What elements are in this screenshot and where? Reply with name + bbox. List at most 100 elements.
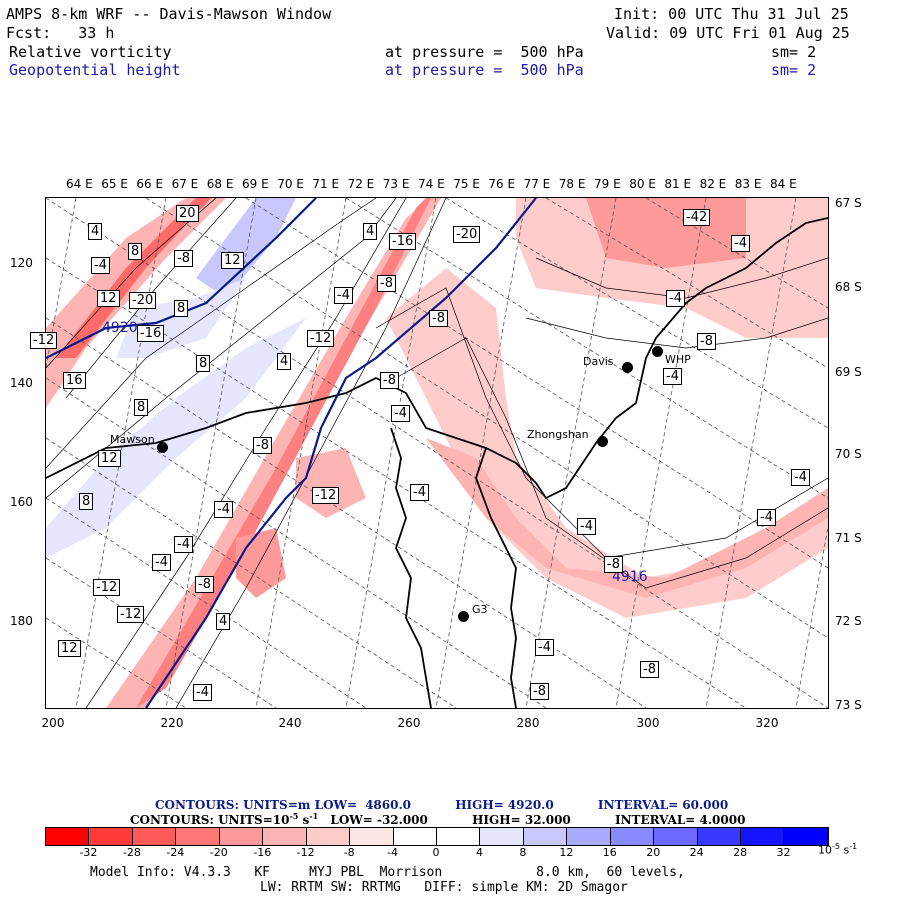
colorbar-tick-label: 8 (519, 846, 527, 859)
lon-label: 66 E (136, 177, 164, 191)
graticule (46, 198, 828, 708)
lon-label: 78 E (558, 177, 586, 191)
vorticity-value-label: -20 (453, 226, 481, 243)
vorticity-value-label: -4 (663, 368, 682, 385)
lon-label: 80 E (629, 177, 656, 191)
vorticity-value-label: -12 (30, 332, 58, 349)
vorticity-value-label: -12 (93, 579, 121, 596)
vort-unit-exp: -5 (289, 811, 299, 821)
colorbar-tick-label: 20 (646, 846, 661, 859)
x-tick-label: 300 (636, 716, 660, 730)
lon-label: 72 E (347, 177, 375, 191)
lat-label: 68 S (835, 280, 862, 294)
lon-label: 71 E (312, 177, 340, 191)
colorbar-swatch (132, 828, 177, 845)
colorbar-swatch (176, 828, 220, 845)
colorbar-tick-label: 4 (475, 846, 483, 859)
negative-vorticity-shading (46, 198, 828, 708)
y-tick-label: 180 (10, 614, 33, 628)
colorbar-tick-label: 12 (559, 846, 574, 859)
forecast-hour: Fcst: 33 h (6, 24, 115, 42)
vorticity-value-label: -8 (530, 683, 549, 700)
vort-low: LOW= -32.000 (330, 813, 428, 827)
field2-smoothing: sm= 2 (771, 61, 817, 79)
vorticity-value-label: -4 (757, 509, 776, 526)
zhongshan-station-marker (597, 436, 608, 447)
vorticity-value-label: -8 (697, 333, 716, 350)
colorbar-tick-label: -4 (387, 846, 399, 859)
x-tick-label: 220 (160, 716, 184, 730)
colorbar-swatch (784, 828, 828, 845)
colorbar-tick-label: -28 (122, 846, 141, 859)
colorbar-swatch (654, 828, 698, 845)
vort-interval: INTERVAL= 4.0000 (614, 813, 746, 827)
colorbar-swatch (393, 828, 437, 845)
vort-contour-prefix: CONTOURS: UNITS=10 (130, 813, 290, 827)
height-label-4920: 4920 (102, 320, 138, 336)
lon-label: 82 E (699, 177, 727, 191)
vorticity-value-label: -42 (683, 209, 711, 226)
lon-label: 76 E (488, 177, 516, 191)
lon-label: 79 E (594, 177, 621, 191)
vorticity-value-label: 12 (97, 290, 120, 307)
lon-label: 69 E (242, 177, 269, 191)
colorbar-tick-label: 16 (602, 846, 617, 859)
colorbar-units: 10-5 s-1 (818, 842, 857, 857)
x-tick-label: 260 (397, 716, 421, 730)
vorticity-value-label: -8 (604, 556, 623, 573)
lon-label: 65 E (101, 177, 128, 191)
vorticity-value-label: 8 (134, 399, 149, 416)
map-title: AMPS 8-km WRF -- Davis-Mawson Window (6, 5, 332, 23)
colorbar-units-s-exp: -1 (849, 842, 858, 851)
colorbar-swatch (263, 828, 307, 845)
height-contour-prefix: CONTOURS: UNITS=m LOW= (155, 798, 358, 812)
vorticity-value-label: -12 (312, 487, 340, 504)
vorticity-value-label: -4 (410, 484, 429, 501)
height-low: 4860.0 (365, 798, 411, 812)
field1-level: at pressure = 500 hPa (385, 43, 584, 61)
x-tick-label: 200 (41, 716, 65, 730)
colorbar-swatch (306, 828, 351, 845)
field1-smoothing: sm= 2 (771, 43, 817, 61)
height-contour-info: CONTOURS: UNITS=m LOW= 4860.0 HIGH= 4920.0… (155, 798, 728, 812)
vorticity-value-label: -4 (535, 639, 554, 656)
colorbar-swatch (697, 828, 741, 845)
vorticity-value-label: -16 (389, 233, 417, 250)
vorticity-value-label: -4 (214, 501, 233, 518)
vort-high: HIGH= 32.000 (472, 813, 571, 827)
field2-level: at pressure = 500 hPa (385, 61, 584, 79)
lat-label: 72 S (835, 614, 862, 628)
whp-label: WHP (665, 353, 691, 366)
vorticity-value-label: -20 (129, 292, 157, 309)
mawson-station-marker (157, 442, 168, 453)
vorticity-value-label: -4 (193, 684, 212, 701)
model-info-line1: Model Info: V4.3.3 KF MYJ PBL Morrison 8… (90, 865, 685, 880)
height-high-label: HIGH= (455, 798, 504, 812)
map-canvas (46, 198, 828, 708)
colorbar-tick-label: -12 (296, 846, 315, 859)
colorbar-tick-label: 28 (733, 846, 748, 859)
lon-label: 67 E (171, 177, 199, 191)
vorticity-value-label: 4 (277, 353, 292, 370)
x-tick-label: 280 (516, 716, 540, 730)
y-tick-label: 140 (10, 376, 33, 390)
g3-station-marker (458, 611, 469, 622)
lon-label: 68 E (206, 177, 234, 191)
vorticity-value-label: -12 (117, 606, 145, 623)
lon-label: 84 E (770, 177, 797, 191)
vort-unit-s-exp: -1 (309, 811, 319, 821)
whp-station-marker (652, 346, 663, 357)
vorticity-value-label: -4 (666, 290, 685, 307)
vorticity-value-label: 8 (128, 243, 143, 260)
colorbar-tick-label: -8 (343, 846, 355, 859)
vorticity-value-label: -4 (791, 469, 810, 486)
davis-label: Davis (583, 355, 614, 368)
lon-label: 75 E (453, 177, 480, 191)
lon-label: 73 E (382, 177, 410, 191)
colorbar-units-s: s (839, 843, 850, 857)
vorticity-value-label: 12 (221, 252, 244, 269)
vorticity-value-label: -12 (307, 330, 335, 347)
vorticity-value-label: 4 (88, 223, 103, 240)
zhongshan-label: Zhongshan (527, 428, 589, 441)
colorbar-swatch (46, 828, 90, 845)
